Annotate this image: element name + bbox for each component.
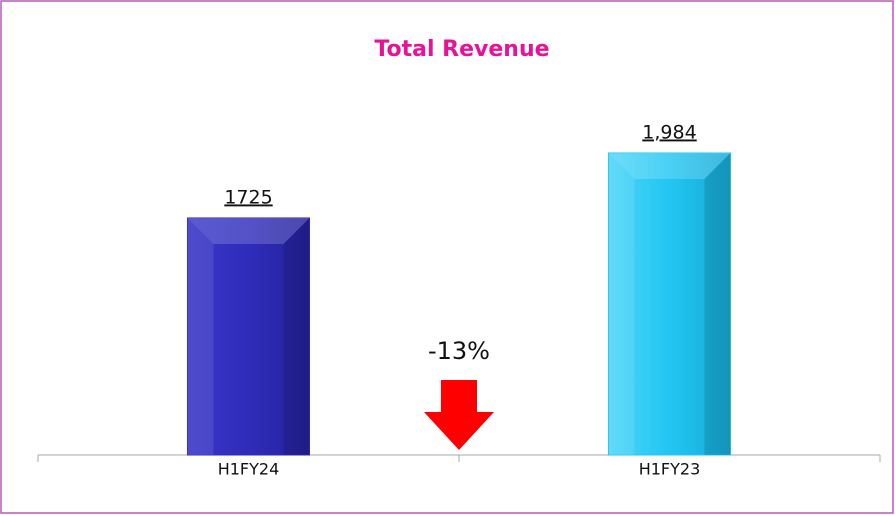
bar-bevel bbox=[608, 152, 635, 455]
down-arrow bbox=[424, 380, 494, 450]
x-tick-label: H1FY23 bbox=[639, 460, 701, 479]
bar-bevel bbox=[187, 217, 310, 244]
bar-bevel bbox=[704, 152, 731, 455]
x-tick-label: H1FY24 bbox=[218, 460, 280, 479]
bar bbox=[187, 217, 310, 456]
bar bbox=[608, 152, 731, 456]
bar-bevel bbox=[187, 217, 214, 455]
bar-bevel bbox=[608, 152, 731, 179]
change-annotation: -13% bbox=[428, 337, 490, 365]
chart-title: Total Revenue bbox=[374, 37, 549, 62]
value-label: 1,984 bbox=[642, 121, 696, 143]
value-label: 1725 bbox=[224, 186, 272, 208]
bar-bevel bbox=[283, 217, 310, 455]
